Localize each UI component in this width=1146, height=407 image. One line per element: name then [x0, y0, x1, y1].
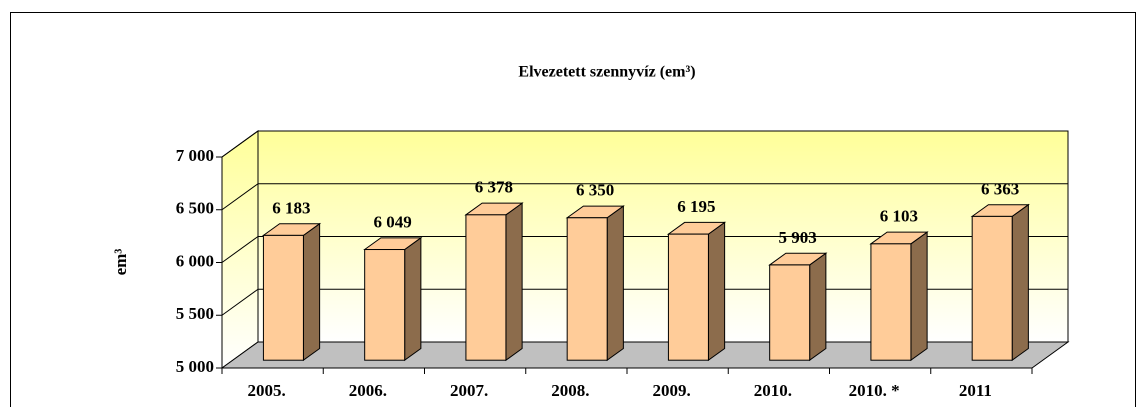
value-label: 6 378 — [475, 178, 513, 197]
plot: 5 000 5 500 6 000 6 500 7 000 2005. 6 183 2006.… — [176, 130, 1068, 400]
y-tick-label: 7 000 — [176, 146, 214, 165]
x-tick-label: 2006. — [349, 381, 387, 400]
bar-side — [404, 236, 422, 362]
bar — [262, 234, 304, 361]
value-label: 5 903 — [779, 228, 817, 247]
y-axis-label: em³ — [111, 249, 130, 276]
y-tick-label: 6 000 — [176, 251, 214, 270]
bar — [870, 243, 912, 361]
grid-line — [221, 288, 259, 316]
floor — [220, 341, 1070, 369]
bar-side — [910, 231, 928, 362]
grid-line — [221, 130, 259, 158]
x-tick-label: 2009. — [653, 381, 691, 400]
bar-side — [809, 252, 827, 362]
bar-side — [505, 202, 523, 362]
value-label: 6 183 — [272, 198, 310, 217]
bar — [971, 215, 1013, 361]
grid-line — [221, 183, 259, 211]
value-label: 6 350 — [576, 181, 614, 200]
x-tick-label: 2010. — [754, 381, 792, 400]
bar — [667, 233, 709, 361]
bar-side — [302, 222, 321, 362]
x-tick-label: 2005. — [248, 381, 286, 400]
bar — [769, 264, 811, 361]
value-label: 6 049 — [374, 212, 412, 231]
x-tick-label: 2008. — [551, 381, 589, 400]
value-label: 6 195 — [677, 197, 715, 216]
bar — [364, 249, 406, 361]
y-tick-label: 5 500 — [176, 304, 214, 323]
bar-side — [707, 221, 726, 362]
bar-side — [606, 205, 624, 362]
bar-side — [1011, 203, 1029, 362]
bar — [566, 217, 608, 361]
x-tick-label: 2010. * — [849, 381, 900, 400]
grid-line — [221, 236, 259, 263]
chart-title: Elvezetett szennyvíz (em³) — [518, 64, 695, 81]
y-tick-label: 6 500 — [176, 199, 214, 218]
x-tick-label: 2007. — [450, 381, 488, 400]
value-label: 6 363 — [981, 179, 1019, 198]
y-tick-label: 5 000 — [176, 357, 214, 376]
x-tick-label: 2011 — [959, 381, 992, 400]
value-label: 6 103 — [880, 207, 918, 226]
bar — [465, 214, 507, 361]
